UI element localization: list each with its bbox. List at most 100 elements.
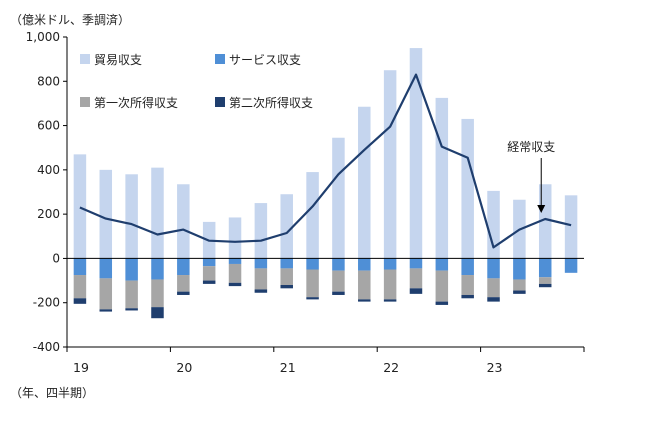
bar-secondary-income — [306, 297, 319, 300]
x-tick-label: 21 — [280, 360, 296, 375]
bar-services — [564, 258, 578, 273]
bar-services — [538, 258, 552, 278]
bar-trade — [332, 137, 345, 259]
bar-services — [487, 258, 500, 279]
bar-trade — [177, 184, 190, 259]
bar-secondary-income — [177, 291, 190, 295]
legend-label-primary-income: 第一次所得収支 — [94, 95, 178, 110]
line-current-account — [79, 73, 572, 249]
annotation-layer: 経常収支 — [507, 140, 555, 214]
bar-primary-income — [99, 278, 113, 310]
bar-trade — [564, 195, 578, 259]
bar-services — [280, 258, 293, 269]
bar-trade — [358, 106, 371, 259]
bar-trade — [151, 167, 164, 259]
legend-swatch-primary-income — [80, 97, 90, 107]
bar-primary-income — [461, 275, 474, 295]
bar-trade — [383, 70, 397, 259]
bar-primary-income — [332, 270, 345, 292]
x-tick-label: 20 — [176, 360, 192, 375]
bar-secondary-income — [461, 294, 474, 299]
bar-services — [73, 258, 87, 276]
bar-primary-income — [435, 270, 449, 302]
bar-secondary-income — [151, 307, 164, 319]
bar-primary-income — [202, 266, 216, 281]
bar-primary-income — [383, 269, 397, 300]
bars-layer — [73, 48, 578, 319]
bar-trade — [125, 174, 138, 259]
line-layer — [79, 73, 572, 249]
bar-primary-income — [487, 278, 500, 298]
bar-services — [306, 258, 319, 270]
bar-primary-income — [280, 268, 293, 285]
bar-services — [177, 258, 190, 276]
bar-secondary-income — [409, 288, 423, 294]
bar-services — [202, 258, 216, 267]
y-tick-label: 1,000 — [26, 30, 60, 44]
bar-services — [513, 258, 526, 280]
legend-swatch-trade — [80, 54, 90, 64]
annotation-arrow-head — [537, 205, 546, 214]
bar-services — [383, 258, 397, 270]
bar-trade — [306, 172, 319, 259]
bar-services — [332, 258, 345, 271]
bar-trade — [73, 154, 87, 259]
legend-label-trade: 貿易収支 — [94, 53, 142, 67]
bar-primary-income — [254, 268, 268, 290]
y-axis-label: （億米ドル、季調済） — [10, 12, 130, 27]
legend-swatch-services — [215, 54, 225, 64]
y-tick-label: -400 — [33, 340, 60, 354]
bar-trade — [461, 118, 474, 259]
bar-trade — [280, 194, 293, 259]
bar-secondary-income — [73, 298, 87, 304]
bar-primary-income — [306, 269, 319, 298]
bar-primary-income — [513, 279, 526, 291]
bar-services — [254, 258, 268, 269]
bar-primary-income — [177, 275, 190, 292]
y-tick-label: 0 — [52, 251, 60, 265]
bar-primary-income — [73, 275, 87, 299]
x-tick-label: 23 — [487, 360, 503, 375]
bar-services — [125, 258, 138, 281]
bar-services — [358, 258, 371, 271]
bar-secondary-income — [280, 285, 293, 289]
bar-primary-income — [228, 263, 242, 283]
y-tick-label: 600 — [37, 119, 60, 133]
bar-primary-income — [538, 277, 552, 284]
axes-layer: 1,000 800 600 400 200 0 -200 -400 19 20 21 22 23 — [26, 30, 585, 375]
bar-secondary-income — [125, 308, 138, 311]
bar-secondary-income — [538, 283, 552, 288]
bar-trade — [487, 190, 500, 259]
legend-swatch-secondary-income — [215, 97, 225, 107]
bar-primary-income — [358, 270, 371, 300]
bar-secondary-income — [254, 289, 268, 293]
bar-primary-income — [151, 279, 164, 308]
bar-secondary-income — [332, 291, 345, 295]
bar-primary-income — [409, 268, 423, 289]
bar-primary-income — [125, 280, 138, 309]
bar-services — [461, 258, 474, 276]
bar-services — [409, 258, 423, 269]
bar-secondary-income — [435, 301, 449, 305]
bar-services — [228, 258, 242, 264]
y-tick-label: 400 — [37, 163, 60, 177]
x-tick-label: 19 — [73, 360, 89, 375]
bar-secondary-income — [202, 280, 216, 284]
bar-trade — [99, 169, 113, 259]
bar-trade — [435, 97, 449, 259]
annotation-label: 経常収支 — [507, 140, 555, 154]
y-tick-label: -200 — [33, 296, 60, 310]
bar-secondary-income — [383, 299, 397, 302]
legend-label-secondary-income: 第二次所得収支 — [229, 95, 313, 110]
x-axis-label: （年、四半期） — [10, 386, 94, 400]
bar-trade — [538, 184, 552, 259]
y-tick-label: 800 — [37, 74, 60, 88]
x-tick-label: 22 — [383, 360, 399, 375]
bar-secondary-income — [513, 290, 526, 294]
bar-secondary-income — [228, 282, 242, 287]
bar-services — [435, 258, 449, 271]
bar-trade — [254, 203, 268, 259]
